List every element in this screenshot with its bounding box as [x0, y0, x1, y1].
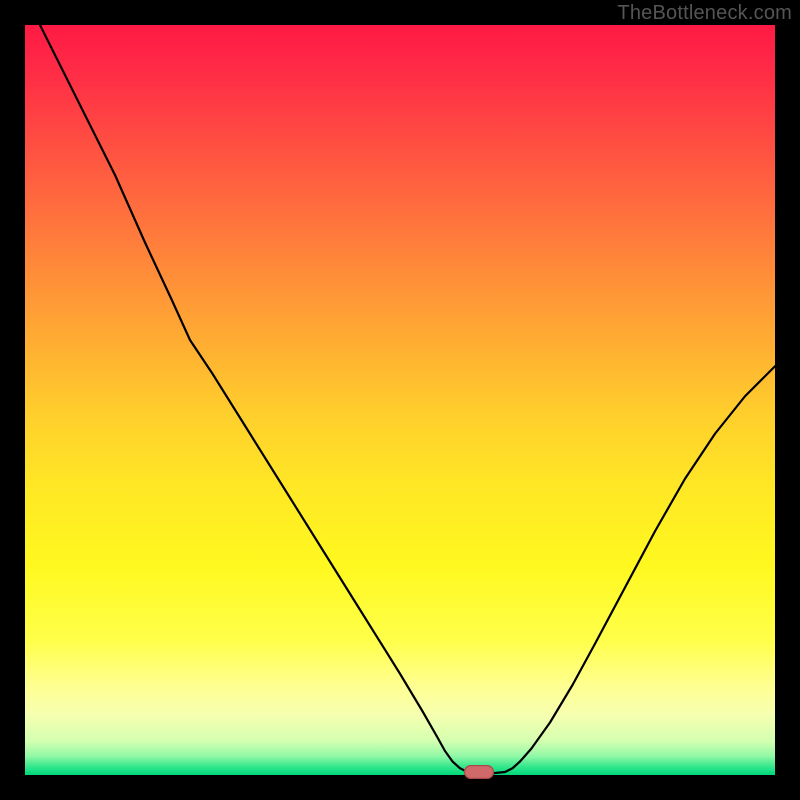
bottleneck-chart [0, 0, 800, 800]
bottleneck-marker [464, 765, 494, 779]
chart-container: TheBottleneck.com [0, 0, 800, 800]
watermark-label: TheBottleneck.com [617, 2, 792, 25]
